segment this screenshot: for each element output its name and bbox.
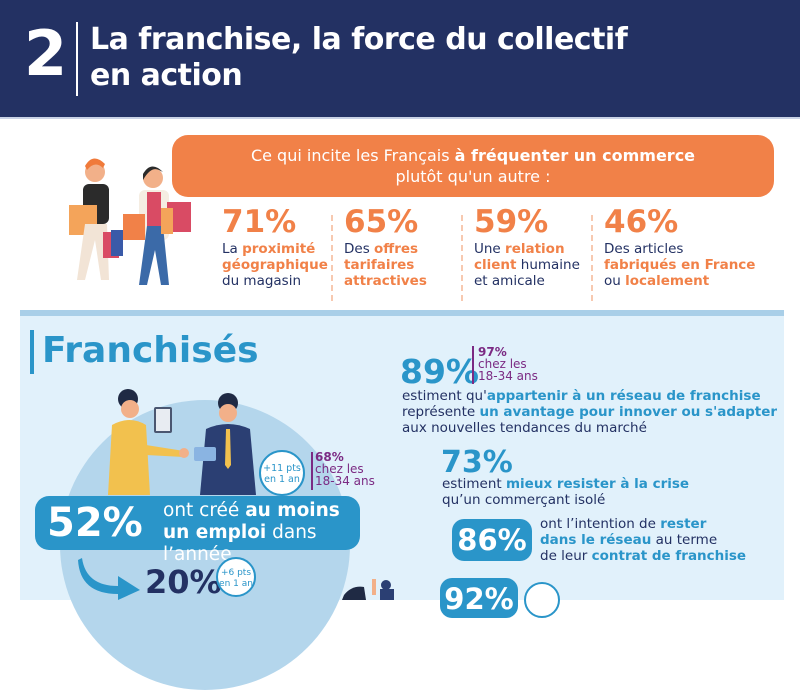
text-part: représente: [402, 404, 480, 420]
trend-line-2: en 1 an: [264, 474, 300, 485]
desc-highlight: client: [474, 257, 517, 273]
stat-percent: 59%: [474, 204, 549, 240]
text-highlight: rester: [660, 516, 707, 532]
desc-highlight: offres: [374, 241, 419, 257]
trend-badge-20: +6 pts en 1 an: [216, 557, 256, 597]
stat-proximity: 71% La proximité géographique du magasin: [222, 205, 328, 300]
text-highlight: mieux resister à la crise: [505, 476, 690, 492]
desc-highlight: attractives: [344, 273, 427, 289]
stat-relation: 59% Une relation client humaine et amica…: [474, 205, 580, 300]
divider: [331, 215, 333, 301]
text-part: de leur: [540, 548, 592, 564]
text-highlight: appartenir à un réseau de franchise: [486, 388, 761, 404]
desc-part: Des articles: [604, 241, 684, 257]
desc-part: Des: [344, 241, 375, 257]
young-line-1: chez les: [315, 462, 364, 476]
header-divider: [76, 22, 78, 96]
text-highlight: un emploi: [163, 522, 267, 543]
question-line-2: plutôt qu'un autre :: [395, 167, 551, 186]
title-line-1: La franchise, la force du collectif: [90, 22, 628, 57]
stat-86-text: ont l’intention de rester dans le réseau…: [540, 516, 746, 564]
section-header: 2 La franchise, la force du collectif en…: [0, 0, 800, 117]
question-banner: Ce qui incite les Français à fréquenter …: [172, 135, 774, 197]
stat-52-pct: 52%: [47, 500, 143, 546]
young-pct: 97%: [478, 345, 507, 359]
stat-20-pct: 20%: [145, 563, 222, 601]
text-part: ont créé: [163, 500, 246, 521]
stat-description: Des offres tarifaires attractives: [344, 241, 427, 289]
desc-part: ou: [604, 273, 626, 289]
stat-89-text: estiment qu'appartenir à un réseau de fr…: [402, 388, 777, 436]
stat-local: 46% Des articles fabriqués en France ou …: [604, 205, 755, 300]
desc-highlight: relation: [505, 241, 565, 257]
desc-part: La: [222, 241, 243, 257]
stat-86-box: 86%: [452, 519, 532, 561]
desc-part: du magasin: [222, 273, 302, 289]
desc-part: et amicale: [474, 273, 545, 289]
trend-line-1: +6 pts: [220, 568, 252, 578]
desc-highlight: proximité: [242, 241, 316, 257]
desc-part: humaine: [516, 257, 580, 273]
section-title: La franchise, la force du collectif en a…: [90, 22, 628, 94]
consumer-stats: 71% La proximité géographique du magasin…: [205, 205, 795, 301]
stat-offers: 65% Des offres tarifaires attractives: [344, 205, 427, 300]
title-line-2: en action: [90, 58, 243, 93]
stat-description: Une relation client humaine et amicale: [474, 241, 580, 289]
question-highlight: à fréquenter un commerce: [454, 146, 696, 165]
trend-line-1: +11 pts: [263, 463, 301, 474]
young-divider: [311, 452, 313, 490]
young-pct: 68%: [315, 450, 344, 464]
high-five-illustration: [342, 579, 394, 600]
trend-line-2: en 1 an: [219, 579, 253, 589]
panel-title: Franchisés: [42, 330, 259, 371]
text-part: estiment qu': [402, 388, 487, 404]
stat-52-box: 52% ont créé au moins un emploi dans l’a…: [35, 496, 360, 565]
handshake-illustration: [108, 389, 256, 495]
text-part: ont l’intention de: [540, 516, 661, 532]
text-part: qu’un commerçant isolé: [442, 492, 606, 508]
stat-52-text: ont créé au moins un emploi dans l’année: [163, 500, 360, 566]
trend-badge-52: +11 pts en 1 an: [259, 450, 305, 496]
section-number: 2: [24, 17, 68, 90]
stat-description: La proximité géographique du magasin: [222, 241, 328, 289]
text-part: au terme: [651, 532, 718, 548]
text-part: aux nouvelles tendances du marché: [402, 420, 647, 436]
stat-percent: 46%: [604, 204, 679, 240]
text-part: dans l’année: [163, 522, 317, 565]
stat-73-pct: 73%: [441, 445, 513, 480]
divider: [591, 215, 593, 301]
desc-highlight: fabriqués en France: [604, 257, 756, 273]
desc-highlight: géographique: [222, 257, 328, 273]
trend-badge-92: [524, 582, 560, 618]
stat-description: Des articles fabriqués en France ou loca…: [604, 241, 755, 289]
desc-highlight: tarifaires: [344, 257, 415, 273]
young-divider: [472, 346, 474, 384]
young-stat-89: 97% chez les 18-34 ans: [478, 346, 538, 382]
title-accent-bar: [30, 330, 34, 374]
young-line-1: chez les: [478, 357, 527, 371]
young-line-2: 18-34 ans: [315, 474, 375, 488]
stat-percent: 65%: [344, 204, 419, 240]
text-highlight: dans le réseau: [540, 532, 652, 548]
stat-92-box: 92%: [440, 578, 518, 618]
arrow-icon: [78, 558, 140, 600]
text-highlight: contrat de franchise: [591, 548, 747, 564]
stat-89-pct: 89%: [400, 352, 479, 391]
header-underline: [0, 117, 800, 119]
text-highlight: un avantage pour innover ou s'adapter: [479, 404, 778, 420]
desc-highlight: localement: [625, 273, 710, 289]
young-stat-52: 68% chez les 18-34 ans: [315, 451, 375, 487]
stat-percent: 71%: [222, 204, 297, 240]
text-highlight: au moins: [245, 500, 340, 521]
divider: [461, 215, 463, 301]
stat-73-text: estiment mieux resister à la crise qu’un…: [442, 476, 689, 508]
shoppers-illustration: [69, 158, 191, 285]
young-line-2: 18-34 ans: [478, 369, 538, 383]
text-part: estiment: [442, 476, 506, 492]
desc-part: Une: [474, 241, 506, 257]
question-prefix: Ce qui incite les Français: [250, 146, 455, 165]
